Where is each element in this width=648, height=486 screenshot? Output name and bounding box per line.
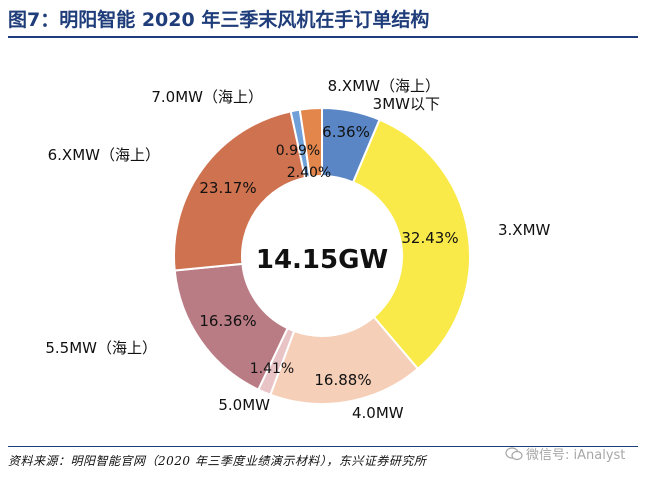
category-label: 8.XMW（海上） — [328, 77, 440, 95]
percent-label: 23.17% — [199, 179, 256, 197]
chart-title: 图7：明阳智能 2020 年三季末风机在手订单结构 — [8, 9, 430, 31]
percent-labels: 6.36% 32.43% 16.88% 1.41% 16.36% 23.17% 0.99% 2… — [199, 123, 458, 389]
wechat-icon — [505, 446, 523, 465]
title-rule — [8, 36, 638, 38]
percent-label: 6.36% — [322, 123, 370, 141]
watermark: 微信号: iAnalyst — [505, 444, 625, 465]
source-note: 资料来源：明阳智能官网（2020 年三季度业绩演示材料），东兴证券研究所 — [8, 454, 427, 468]
category-label: 3MW以下 — [373, 95, 440, 113]
center-total: 14.15GW — [256, 245, 388, 275]
category-label: 5.0MW — [218, 396, 270, 414]
category-label: 7.0MW（海上） — [151, 88, 263, 106]
category-label: 5.5MW（海上） — [45, 339, 157, 357]
donut-chart: 6.36% 32.43% 16.88% 1.41% 16.36% 23.17% 0.99% 2… — [45, 77, 550, 422]
percent-label: 16.88% — [314, 371, 371, 389]
slice-3-xmw — [351, 118, 471, 371]
percent-label: 0.99% — [276, 143, 320, 159]
percent-label: 16.36% — [199, 312, 256, 330]
slice-8-xmw — [298, 106, 323, 179]
percent-label: 2.40% — [287, 165, 331, 181]
slice-6-xmw — [173, 110, 307, 272]
watermark-text: 微信号: iAnalyst — [526, 448, 626, 463]
category-labels: 3MW以下 3.XMW 4.0MW 5.0MW 5.5MW（海上） 6.XMW（海上） 7.… — [45, 77, 550, 422]
category-label: 4.0MW — [352, 404, 404, 422]
source-rule — [8, 446, 638, 447]
category-label: 6.XMW（海上） — [48, 146, 160, 164]
percent-label: 32.43% — [401, 229, 458, 247]
donut-slices — [173, 106, 471, 405]
category-label: 3.XMW — [498, 221, 551, 239]
percent-label: 1.41% — [250, 361, 294, 377]
